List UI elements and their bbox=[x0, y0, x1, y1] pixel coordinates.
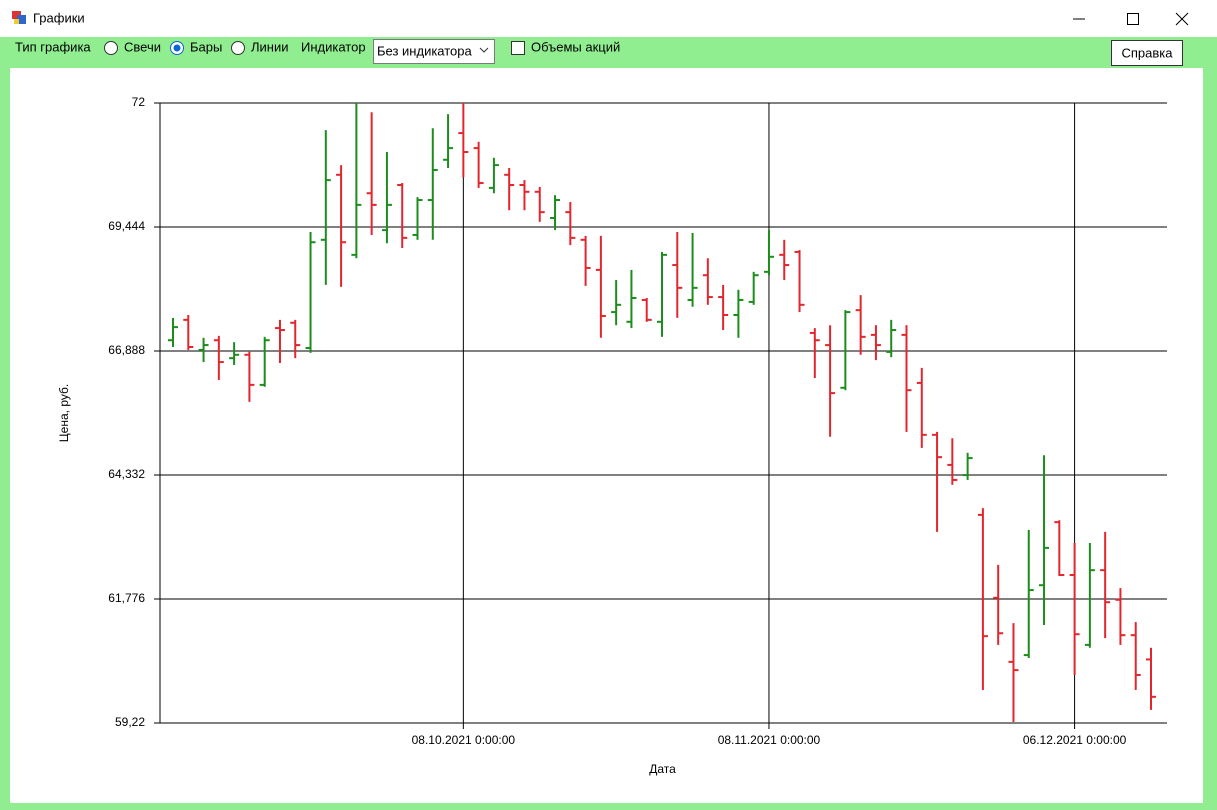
radio-label: Бары bbox=[190, 39, 222, 54]
radio-button[interactable] bbox=[104, 41, 118, 55]
title-bar bbox=[0, 0, 1217, 37]
radio-button[interactable] bbox=[231, 41, 245, 55]
y-tick-label: 66,888 bbox=[108, 343, 145, 357]
x-tick-label: 08.10.2021 0:00:00 bbox=[412, 733, 516, 747]
chart-panel bbox=[10, 68, 1203, 803]
app-icon bbox=[12, 11, 26, 24]
volumes-checkbox[interactable] bbox=[511, 41, 525, 55]
indicator-value: Без индикатора bbox=[377, 43, 473, 58]
chart: 59,22 61,776 64,332 66,888 69,444 72 08.10.202… bbox=[57, 95, 1167, 776]
help-button-label: Справка bbox=[1122, 45, 1174, 60]
maximize-button[interactable] bbox=[1127, 13, 1139, 25]
y-tick-label: 72 bbox=[132, 95, 146, 109]
close-button[interactable] bbox=[1175, 12, 1189, 26]
y-tick-label: 64,332 bbox=[108, 467, 145, 481]
combo-arrow bbox=[479, 47, 489, 53]
y-tick-label: 61,776 bbox=[108, 591, 145, 605]
y-tick-label: 59,22 bbox=[115, 715, 145, 729]
radio-dot bbox=[173, 44, 181, 52]
volumes-label: Объемы акций bbox=[531, 39, 620, 54]
radio-label: Свечи bbox=[124, 39, 161, 54]
radio-label: Линии bbox=[251, 39, 289, 54]
help-button[interactable] bbox=[1111, 40, 1183, 66]
window-title: Графики bbox=[33, 10, 85, 25]
indicator-label: Индикатор bbox=[301, 39, 366, 54]
y-tick-label: 69,444 bbox=[108, 219, 145, 233]
x-tick-label: 06.12.2021 0:00:00 bbox=[1023, 733, 1127, 747]
y-axis-label: Цена, руб. bbox=[57, 384, 71, 442]
x-axis-label: Дата bbox=[649, 762, 676, 776]
chart-type-label: Тип графика bbox=[15, 39, 91, 54]
indicator-combo[interactable] bbox=[373, 39, 495, 64]
x-tick-label: 08.11.2021 0:00:00 bbox=[718, 733, 821, 747]
